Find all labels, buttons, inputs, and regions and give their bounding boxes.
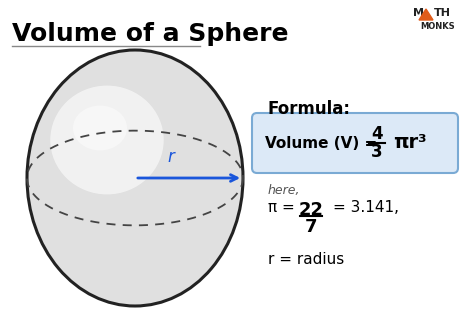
Ellipse shape — [50, 86, 164, 194]
Text: Formula:: Formula: — [268, 100, 351, 118]
Text: TH: TH — [434, 8, 451, 18]
Text: M: M — [413, 8, 424, 18]
Text: 7: 7 — [305, 218, 317, 236]
Text: 22: 22 — [299, 201, 323, 219]
Text: r: r — [167, 148, 174, 166]
Text: π =: π = — [268, 200, 300, 215]
Text: = 3.141,: = 3.141, — [333, 200, 399, 215]
Text: 4: 4 — [371, 125, 383, 143]
Text: Volume (V) =: Volume (V) = — [265, 135, 383, 151]
FancyBboxPatch shape — [252, 113, 458, 173]
Text: Volume of a Sphere: Volume of a Sphere — [12, 22, 289, 46]
Ellipse shape — [27, 50, 243, 306]
Polygon shape — [419, 9, 433, 20]
Ellipse shape — [73, 106, 127, 150]
Text: r = radius: r = radius — [268, 252, 344, 267]
Text: here,: here, — [268, 184, 301, 197]
Text: 3: 3 — [371, 143, 383, 161]
Text: πr³: πr³ — [393, 133, 427, 152]
Text: MONKS: MONKS — [420, 22, 455, 31]
